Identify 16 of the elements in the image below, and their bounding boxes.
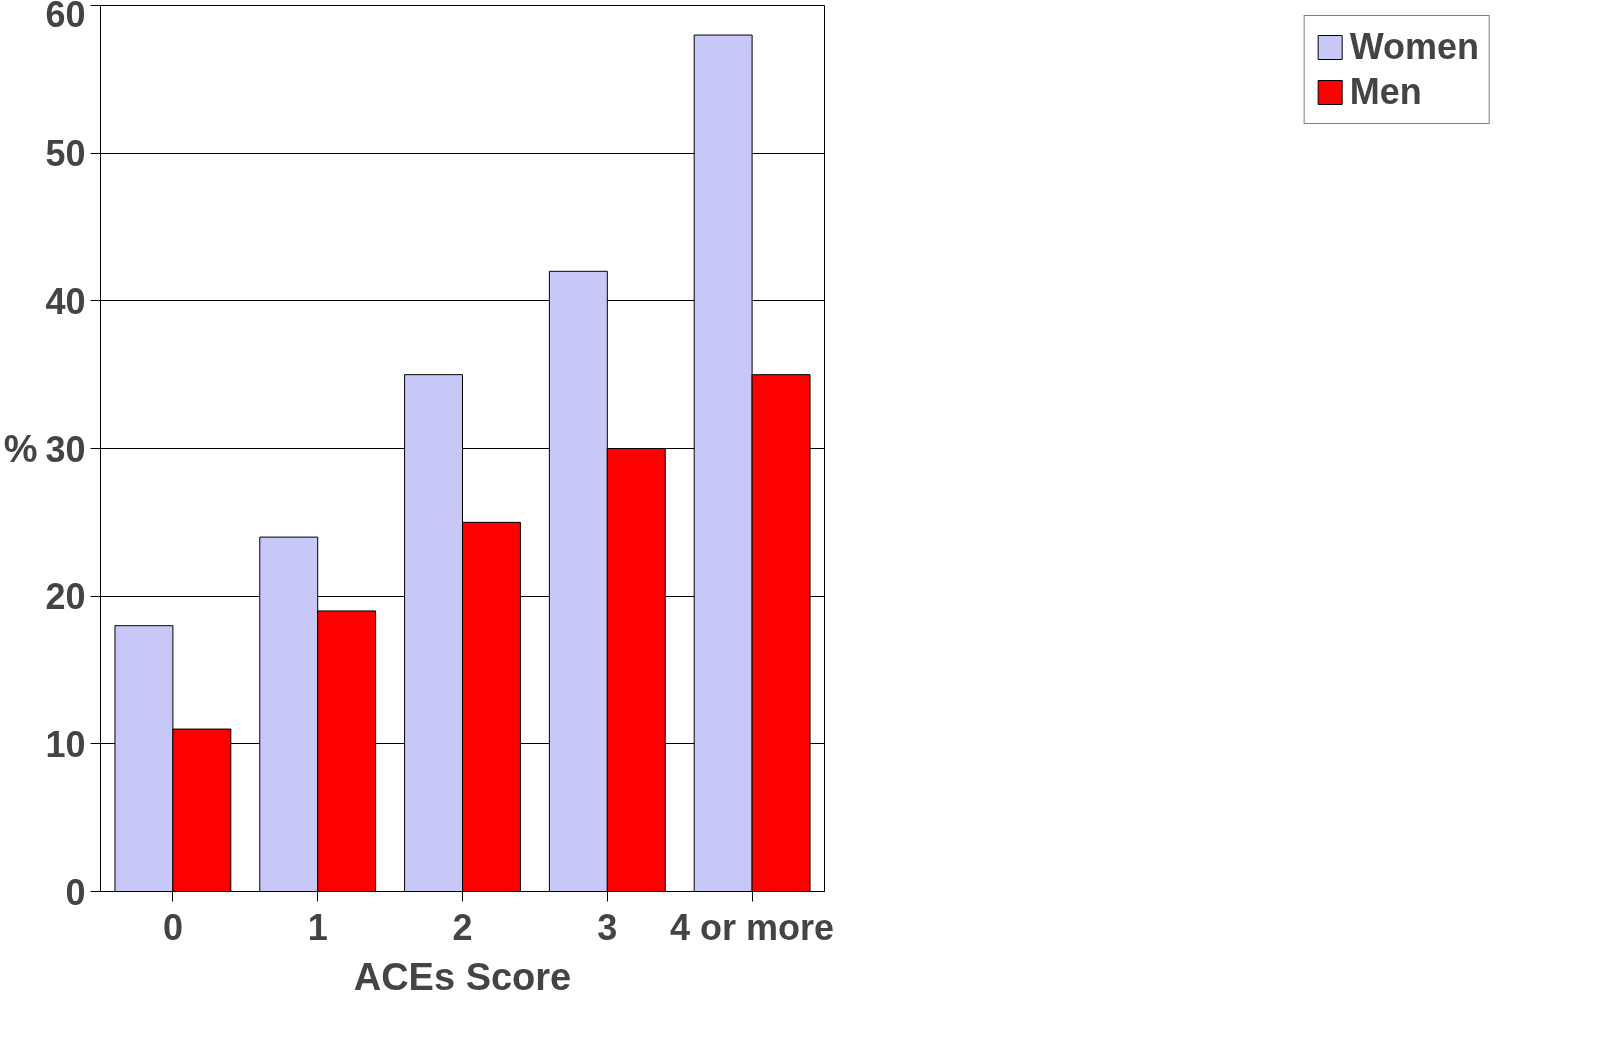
- y-axis-title: %: [3, 427, 38, 470]
- x-tick-label: 3: [597, 906, 618, 948]
- legend-label: Men: [1349, 71, 1422, 113]
- x-axis-title: ACEs Score: [353, 955, 572, 998]
- x-tick-label: 1: [307, 906, 328, 948]
- y-tick-label: 50: [45, 133, 86, 175]
- legend-label: Women: [1349, 26, 1479, 68]
- y-tick-label: 30: [45, 428, 86, 470]
- x-tick-label: 0: [162, 906, 183, 948]
- y-tick-label: 40: [45, 280, 86, 322]
- x-tick-label: 2: [452, 906, 473, 948]
- y-tick-label: 10: [45, 723, 86, 765]
- y-tick-label: 0: [65, 871, 86, 913]
- x-tick-label: 4 or more: [670, 906, 835, 948]
- y-tick-label: 60: [45, 0, 86, 35]
- y-tick-label: 20: [45, 576, 86, 618]
